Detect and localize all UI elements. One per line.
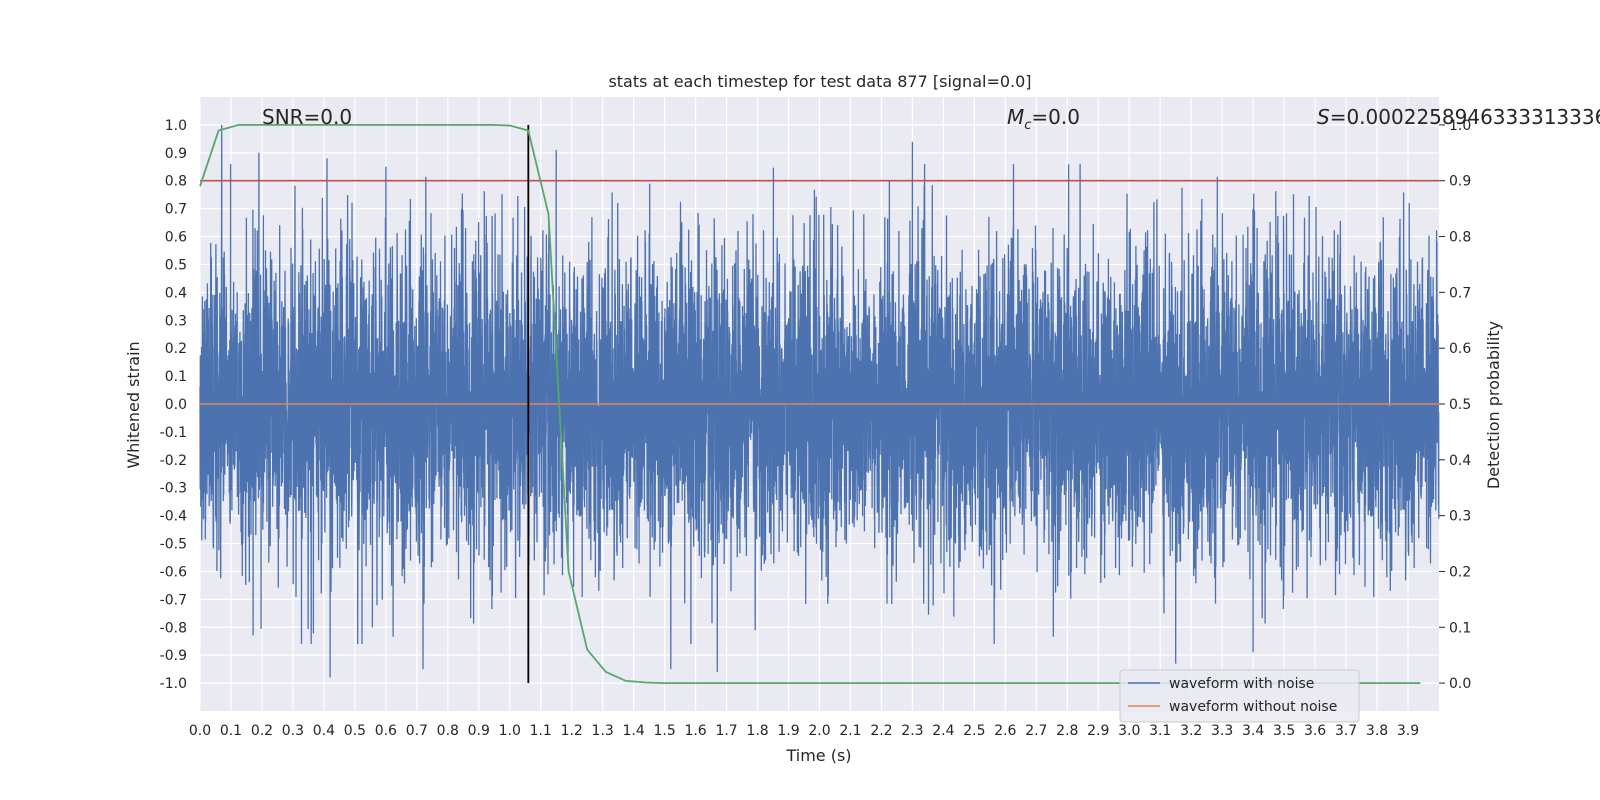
y-left-tick-label: -0.7	[160, 592, 187, 608]
x-tick-label: 1.6	[684, 723, 706, 739]
legend-label-waveform-with-noise: waveform with noise	[1169, 676, 1314, 692]
x-tick-label: 1.7	[715, 723, 737, 739]
x-tick-label: 1.3	[592, 723, 614, 739]
x-tick-label: 3.0	[1118, 723, 1140, 739]
y-left-tick-label: -0.4	[160, 509, 187, 525]
x-tick-label: 3.6	[1304, 723, 1326, 739]
y-right-tick-label: 0.3	[1449, 509, 1471, 525]
x-tick-label: 3.5	[1273, 723, 1295, 739]
y-left-tick-label: 0.1	[165, 369, 187, 385]
x-tick-label: 2.7	[1025, 723, 1047, 739]
statistic-symbol: S	[1317, 105, 1330, 129]
x-tick-label: 1.5	[653, 723, 675, 739]
chirp-mass-value: =0.0	[1031, 105, 1080, 129]
x-tick-label: 3.3	[1211, 723, 1233, 739]
chirp-mass-annotation: Mc=0.0	[1007, 105, 1080, 133]
series-waveform-with-noise	[199, 124, 1440, 678]
y-left-tick-label: -1.0	[160, 676, 187, 692]
statistic-value: =0.00022589463333133366	[1330, 105, 1600, 129]
y-axis-right-label: Detection probability	[1484, 321, 1503, 489]
y-left-tick-label: -0.6	[160, 564, 187, 580]
y-right-tick-label: 0.8	[1449, 230, 1471, 246]
x-tick-label: 2.2	[870, 723, 892, 739]
x-tick-label: 0.3	[282, 723, 304, 739]
y-left-tick-label: -0.9	[160, 648, 187, 664]
y-left-tick-label: -0.2	[160, 453, 187, 469]
x-tick-label: 2.0	[808, 723, 830, 739]
x-tick-label: 3.1	[1149, 723, 1171, 739]
y-right-tick-label: 0.5	[1449, 397, 1471, 413]
x-tick-label: 2.6	[994, 723, 1016, 739]
y-right-tick-label: 0.2	[1449, 564, 1471, 580]
legend-label-waveform-without-noise: waveform without noise	[1169, 699, 1337, 715]
x-tick-label: 2.1	[839, 723, 861, 739]
legend-box	[1119, 669, 1360, 723]
y-left-tick-label: -0.1	[160, 425, 187, 441]
x-tick-label: 0.7	[406, 723, 428, 739]
y-left-tick-label: 0.8	[165, 174, 187, 190]
y-left-tick-label: -0.3	[160, 481, 187, 497]
x-tick-label: 3.7	[1335, 723, 1357, 739]
y-right-tick-label: 0.1	[1449, 620, 1471, 636]
x-tick-label: 2.4	[932, 723, 954, 739]
y-axis-left-ticks: 1.0 0.9 0.8 0.7 0.6 0.5 0.4 0.3 0.2 0.1 0.0 -0.1 -0.…	[160, 118, 187, 692]
snr-annotation: SNR=0.0	[262, 105, 352, 129]
y-axis-right-ticks: 1.0 0.9 0.8 0.7 0.6 0.5 0.4 0.3 0.2 0.1 0.0	[1439, 118, 1471, 692]
x-tick-label: 0.5	[344, 723, 366, 739]
y-right-tick-label: 0.4	[1449, 453, 1471, 469]
y-left-tick-label: 0.9	[165, 146, 187, 162]
statistic-annotation: S=0.00022589463333133366	[1317, 105, 1600, 129]
y-right-tick-label: 1.0	[1449, 118, 1471, 134]
x-tick-label: 2.3	[901, 723, 923, 739]
x-tick-label: 1.4	[623, 723, 645, 739]
chirp-mass-subscript: c	[1024, 118, 1031, 133]
y-right-tick-label: 0.6	[1449, 341, 1471, 357]
y-left-tick-label: 0.2	[165, 341, 187, 357]
chirp-mass-symbol: M	[1007, 105, 1024, 129]
y-right-tick-label: 0.9	[1449, 174, 1471, 190]
x-tick-label: 2.9	[1087, 723, 1109, 739]
x-tick-label: 1.0	[499, 723, 521, 739]
y-left-tick-label: 0.6	[165, 230, 187, 246]
y-right-tick-label: 0.0	[1449, 676, 1471, 692]
y-left-tick-label: 0.4	[165, 285, 187, 301]
legend: waveform with noise waveform without noi…	[1119, 669, 1360, 723]
y-axis-left-label: Whitened strain	[124, 341, 143, 468]
x-tick-label: 0.0	[189, 723, 211, 739]
y-left-tick-label: 0.7	[165, 202, 187, 218]
x-tick-label: 3.2	[1180, 723, 1202, 739]
y-left-tick-label: 1.0	[165, 118, 187, 134]
y-left-tick-label: 0.0	[165, 397, 187, 413]
x-tick-label: 0.1	[220, 723, 242, 739]
x-tick-label: 0.9	[468, 723, 490, 739]
y-left-tick-label: -0.5	[160, 537, 187, 553]
x-tick-label: 0.8	[437, 723, 459, 739]
x-tick-label: 2.8	[1056, 723, 1078, 739]
x-tick-label: 0.6	[375, 723, 397, 739]
x-tick-label: 3.4	[1242, 723, 1264, 739]
x-tick-label: 2.5	[963, 723, 985, 739]
x-tick-label: 1.1	[530, 723, 552, 739]
chart-title: stats at each timestep for test data 877…	[608, 72, 1031, 91]
x-tick-label: 1.9	[777, 723, 799, 739]
x-tick-label: 0.2	[251, 723, 273, 739]
x-axis-ticks: 0.0 0.1 0.2 0.3 0.4 0.5 0.6 0.7 0.8 0.9 1.0 1.1 1.2 1…	[189, 723, 1419, 739]
x-tick-label: 1.8	[746, 723, 768, 739]
x-tick-label: 1.2	[561, 723, 583, 739]
y-left-tick-label: -0.8	[160, 620, 187, 636]
x-tick-label: 0.4	[313, 723, 335, 739]
y-left-tick-label: 0.5	[165, 257, 187, 273]
y-right-tick-label: 0.7	[1449, 285, 1471, 301]
x-tick-label: 3.8	[1366, 723, 1388, 739]
waveform-with-noise-line	[199, 124, 1440, 678]
y-left-tick-label: 0.3	[165, 313, 187, 329]
x-axis-label: Time (s)	[785, 746, 851, 765]
x-tick-label: 3.9	[1397, 723, 1419, 739]
